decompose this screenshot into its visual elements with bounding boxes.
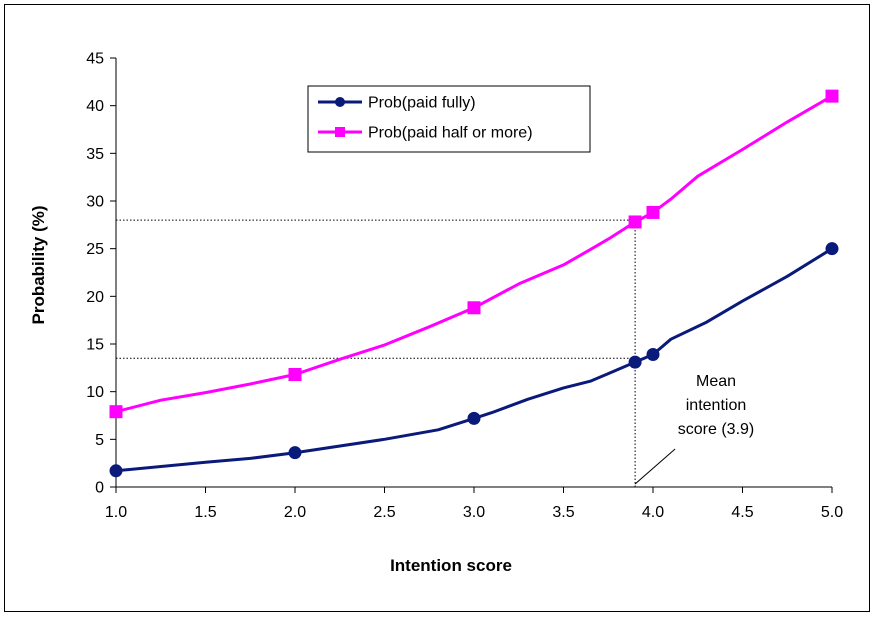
legend-box bbox=[307, 85, 591, 153]
series-line bbox=[115, 94, 833, 414]
y-tick-label: 45 bbox=[86, 51, 104, 68]
x-tick-label: 4.0 bbox=[642, 504, 664, 521]
series-1 bbox=[109, 242, 839, 478]
annotation-text-line: Mean bbox=[696, 373, 736, 390]
x-tick-label: 3.5 bbox=[552, 504, 574, 521]
data-point-circle bbox=[646, 347, 660, 361]
legend-label: Prob(paid half or more) bbox=[368, 125, 533, 142]
data-point-circle bbox=[288, 446, 302, 460]
annotation-text-line: score (3.9) bbox=[678, 421, 754, 438]
data-point-circle bbox=[109, 464, 123, 478]
y-axis-title: Probability (%) bbox=[29, 205, 48, 324]
x-tick-label: 2.0 bbox=[284, 504, 306, 521]
data-point-square bbox=[628, 215, 642, 229]
data-point-square bbox=[646, 205, 660, 219]
data-point-square bbox=[109, 405, 123, 419]
x-tick-label: 3.0 bbox=[463, 504, 485, 521]
reference-lines bbox=[116, 219, 636, 487]
x-tick-label: 5.0 bbox=[821, 504, 843, 521]
data-point-square bbox=[467, 301, 481, 315]
y-tick-label: 0 bbox=[95, 480, 104, 497]
data-point-square bbox=[825, 89, 839, 103]
annotation-text-line: intention bbox=[686, 397, 747, 414]
legend: Prob(paid fully) Prob(paid half or more) bbox=[307, 85, 591, 153]
annotation-leader-line bbox=[634, 448, 676, 485]
y-tick-label: 15 bbox=[86, 337, 104, 354]
x-tick-label: 1.5 bbox=[194, 504, 216, 521]
y-tick-label: 40 bbox=[86, 98, 104, 115]
data-point-circle bbox=[628, 355, 642, 369]
x-tick-label: 2.5 bbox=[373, 504, 395, 521]
series-2 bbox=[109, 89, 839, 419]
data-point-square bbox=[288, 368, 302, 382]
legend-marker-square bbox=[335, 127, 345, 137]
y-tick-label: 30 bbox=[86, 194, 104, 211]
mean-annotation: Mean intention score (3.9) bbox=[634, 373, 754, 485]
y-tick-label: 25 bbox=[86, 241, 104, 258]
series-layer bbox=[109, 89, 839, 478]
y-tick-label: 20 bbox=[86, 289, 104, 306]
y-axis-ticks: 0 5 10 15 20 25 30 35 40 45 bbox=[86, 51, 116, 497]
x-axis-title: Intention score bbox=[390, 556, 512, 575]
y-tick-label: 35 bbox=[86, 146, 104, 163]
data-point-circle bbox=[825, 242, 839, 256]
y-tick-label: 10 bbox=[86, 384, 104, 401]
legend-label: Prob(paid fully) bbox=[368, 95, 476, 112]
x-tick-label: 1.0 bbox=[105, 504, 127, 521]
x-axis-ticks: 1.0 1.5 2.0 2.5 3.0 3.5 4.0 4.5 5.0 bbox=[105, 487, 843, 521]
legend-marker-circle bbox=[335, 97, 345, 107]
data-point-circle bbox=[467, 411, 481, 425]
x-tick-label: 4.5 bbox=[731, 504, 753, 521]
y-tick-label: 5 bbox=[95, 432, 104, 449]
